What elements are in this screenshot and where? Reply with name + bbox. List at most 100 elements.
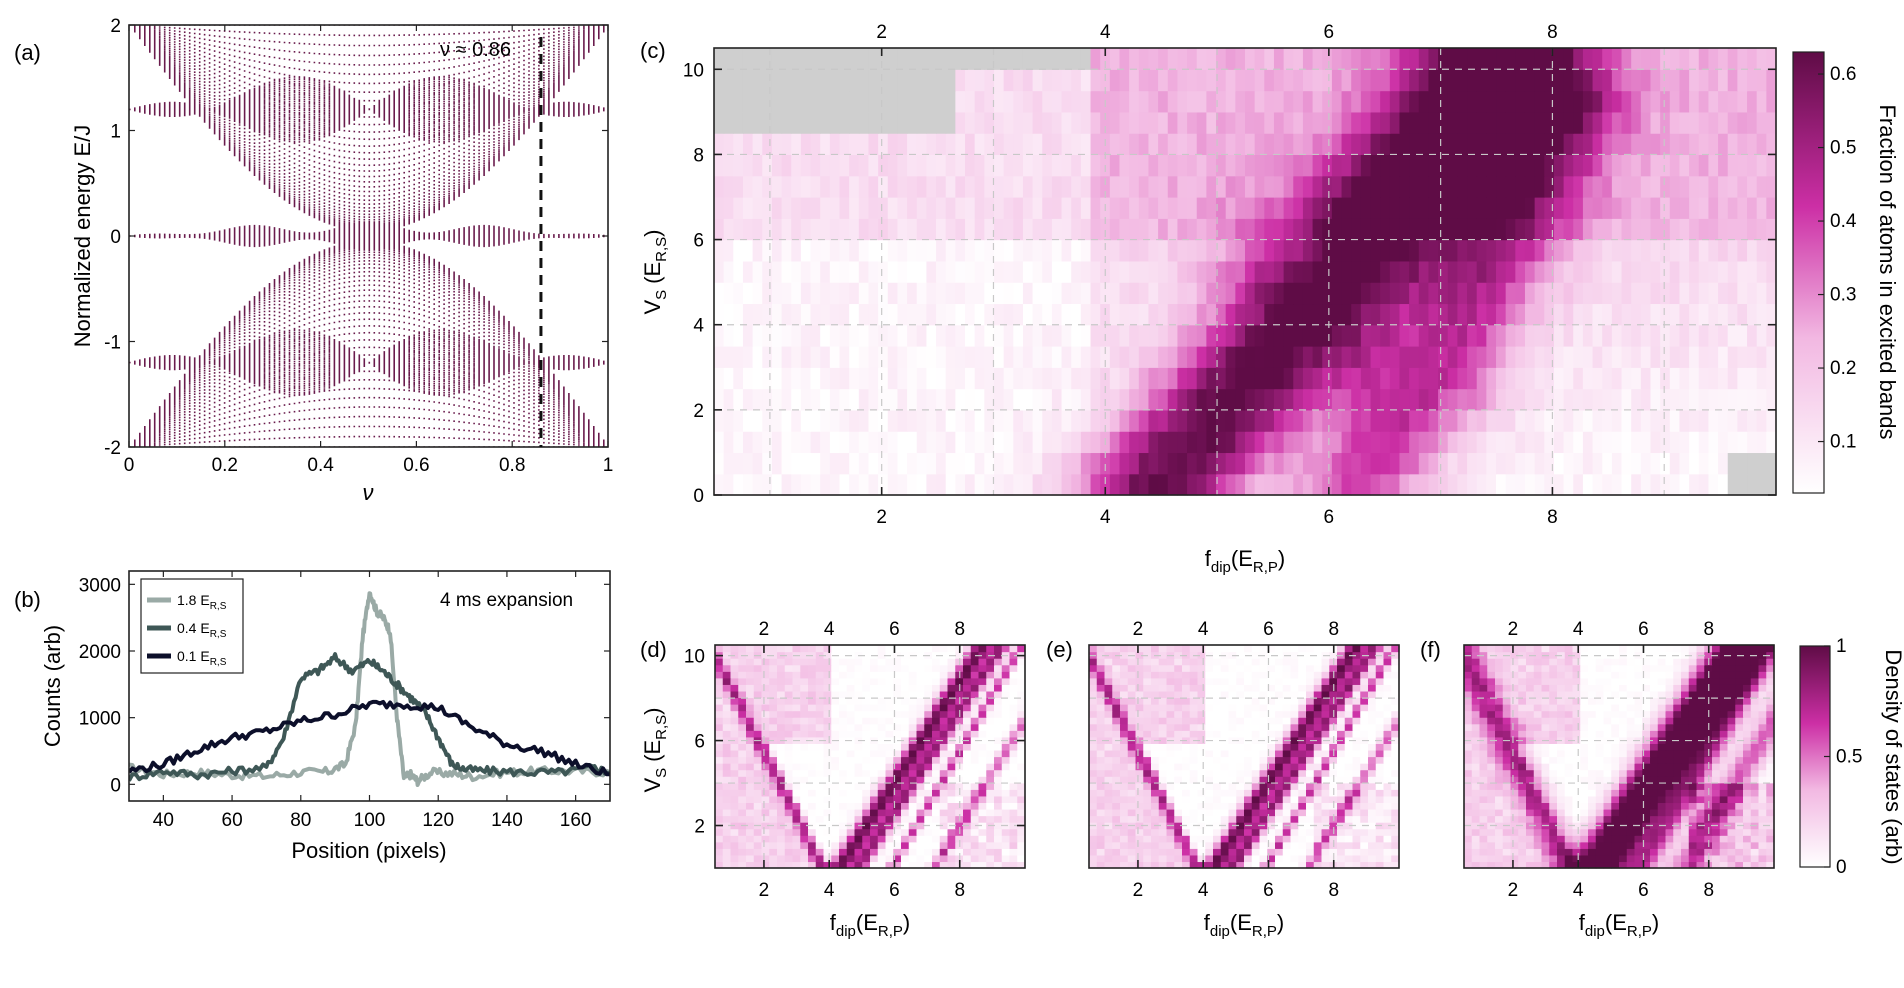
colorbar-f-label: Density of states (arb) — [1881, 649, 1904, 864]
tick-label: 6 — [1324, 22, 1335, 43]
tick-label: 0 — [110, 227, 121, 248]
panel-e-frame — [1088, 644, 1400, 869]
tick-label: 2 — [876, 22, 887, 43]
panel-d-frame — [714, 644, 1026, 869]
expansion-annotation: 4 ms expansion — [440, 590, 573, 611]
panel-d-grid — [715, 645, 1025, 868]
tick-label: 2 — [1508, 619, 1519, 640]
tick-label: 8 — [1547, 22, 1558, 43]
panel-e: (e) 2 2 4 4 6 6 8 8 fdip(ER,P) — [1046, 619, 1400, 940]
tick-label: 4 — [824, 880, 835, 901]
tick-label: 6 — [693, 231, 704, 252]
tick-label: 0.6 — [1830, 64, 1856, 85]
tick-label: 2 — [759, 880, 770, 901]
tick-label: 0.2 — [212, 455, 238, 476]
tick-label: 6 — [1638, 619, 1649, 640]
panel-a-label: (a) — [14, 40, 41, 65]
tick-label: 2 — [693, 401, 704, 422]
panel-a-ylabel: Normalized energy E/J — [70, 125, 95, 348]
tick-label: 0 — [693, 486, 704, 507]
tick-label: 4 — [824, 619, 835, 640]
panel-d-xlabel: fdip(ER,P) — [830, 910, 911, 940]
dos-heatmap-e — [1089, 645, 1400, 869]
panel-b-ylabel: Counts (arb) — [40, 625, 65, 747]
series-line-2 — [129, 699, 610, 777]
tick-label: 140 — [491, 810, 523, 831]
series-line-0 — [129, 591, 610, 787]
panel-c-frame — [713, 47, 1777, 496]
tick-label: 120 — [422, 810, 454, 831]
profile-lines — [129, 591, 610, 787]
tick-label: 60 — [222, 810, 243, 831]
tick-label: 6 — [1638, 880, 1649, 901]
tick-label: 10 — [683, 60, 704, 81]
spectrum-points — [129, 25, 608, 447]
panel-f-grid — [1464, 645, 1774, 868]
tick-label: 0 — [124, 455, 135, 476]
tick-label: 40 — [153, 810, 174, 831]
panel-a-ticks: 0 0.2 0.4 0.6 0.8 1 -2 -1 0 1 2 — [104, 16, 613, 476]
tick-label: 2 — [694, 817, 705, 838]
tick-label: 0.6 — [403, 455, 429, 476]
panel-d-label: (d) — [640, 637, 667, 662]
series-line-1 — [129, 652, 610, 782]
nu-annotation: ν ≈ 0.86 — [440, 39, 511, 61]
tick-label: 0.4 — [1830, 211, 1857, 232]
tick-label: 8 — [693, 145, 704, 166]
panel-f: (f) 2 2 4 4 6 6 8 8 fdip(ER,P) 0 0.5 1 Density of… — [1420, 619, 1904, 940]
tick-label: -1 — [104, 333, 121, 354]
tick-label: 2 — [1133, 880, 1144, 901]
tick-label: 4 — [1100, 22, 1111, 43]
tick-label: 80 — [290, 810, 311, 831]
panel-f-xlabel: fdip(ER,P) — [1579, 910, 1660, 940]
tick-label: 4 — [1100, 507, 1111, 528]
tick-label: 2000 — [79, 642, 121, 663]
panel-c-grid — [714, 48, 1776, 495]
tick-label: 6 — [1324, 507, 1335, 528]
colorbar-c — [1792, 51, 1825, 494]
panel-f-label: (f) — [1420, 637, 1441, 662]
tick-label: 100 — [354, 810, 386, 831]
tick-label: 2 — [759, 619, 770, 640]
tick-label: 8 — [1703, 619, 1714, 640]
tick-label: 4 — [1573, 880, 1584, 901]
legend-entry-2: 0.1 ER,S — [177, 648, 227, 668]
panel-b-legend: 1.8 ER,S 0.4 ER,S 0.1 ER,S — [140, 578, 244, 674]
tick-label: 3000 — [79, 575, 121, 596]
tick-label: 6 — [889, 880, 900, 901]
tick-label: 1 — [110, 122, 121, 143]
tick-label: 0.1 — [1830, 432, 1856, 453]
tick-label: 0.5 — [1830, 138, 1856, 159]
panel-c-ticks: 2 2 4 4 6 6 8 8 0 2 4 6 8 10 — [683, 22, 1776, 528]
tick-label: 160 — [560, 810, 592, 831]
tick-label: 0.2 — [1830, 358, 1856, 379]
tick-label: 0.5 — [1836, 747, 1862, 768]
panel-b-xlabel: Position (pixels) — [291, 838, 446, 863]
panel-c-ylabel: VS(ER,S) — [640, 229, 670, 314]
tick-label: 1 — [1836, 636, 1847, 657]
tick-label: 1 — [603, 455, 614, 476]
tick-label: 4 — [1198, 880, 1209, 901]
panel-c-colorbar: 0.1 0.2 0.3 0.4 0.5 0.6 Fraction of atoms in … — [1792, 51, 1900, 494]
tick-label: 4 — [1573, 619, 1584, 640]
panel-c-label: (c) — [640, 38, 666, 63]
tick-label: 0.4 — [307, 455, 334, 476]
excited-fraction-heatmap — [714, 48, 1777, 496]
panel-d-ylabel: VS(ER,S) — [640, 707, 670, 792]
colorbar-c-label: Fraction of atoms in excited bands — [1875, 104, 1900, 439]
tick-label: 2 — [876, 507, 887, 528]
tick-label: 8 — [1328, 880, 1339, 901]
tick-label: 8 — [1703, 880, 1714, 901]
tick-label: -2 — [104, 438, 121, 459]
tick-label: 0.8 — [499, 455, 525, 476]
panel-d-ticks: 2 2 4 4 6 6 8 8 2 6 10 — [684, 619, 1025, 901]
panel-e-xlabel: fdip(ER,P) — [1204, 910, 1285, 940]
tick-label: 1000 — [79, 709, 121, 730]
tick-label: 6 — [889, 619, 900, 640]
panel-e-ticks: 2 2 4 4 6 6 8 8 — [1133, 619, 1339, 901]
tick-label: 4 — [693, 316, 704, 337]
tick-label: 6 — [1263, 880, 1274, 901]
tick-label: 10 — [684, 647, 705, 668]
tick-label: 8 — [954, 619, 965, 640]
